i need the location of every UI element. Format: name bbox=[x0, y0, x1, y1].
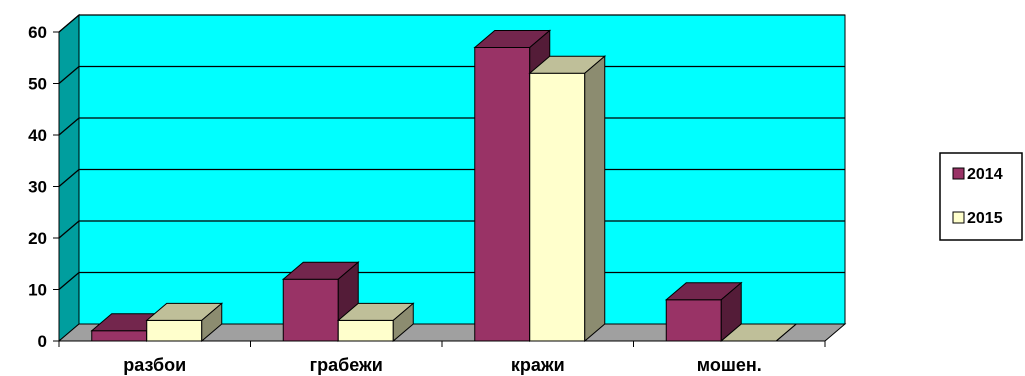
bars bbox=[90, 29, 798, 343]
bar-0-1 bbox=[145, 302, 224, 343]
y-tick-label-1: 10 bbox=[28, 281, 47, 300]
y-axis-ticks: 0 10 20 30 40 50 60 bbox=[28, 23, 47, 351]
legend-swatch-0 bbox=[952, 167, 965, 180]
y-tick-label-3: 30 bbox=[28, 178, 47, 197]
x-axis-categories: разбои грабежи кражи мошен. bbox=[123, 355, 761, 375]
y-tick-label-4: 40 bbox=[28, 126, 47, 145]
category-label-2: кражи bbox=[511, 355, 565, 375]
y-tick-label-2: 20 bbox=[28, 229, 47, 248]
bar-3-1 bbox=[719, 323, 798, 342]
legend: 2014 2015 bbox=[939, 152, 1023, 241]
bar-2-1 bbox=[528, 55, 607, 343]
gridline-6 bbox=[58, 14, 845, 33]
legend-label-1: 2015 bbox=[967, 210, 1003, 227]
bar-1-1 bbox=[336, 302, 415, 343]
y-tick-label-5: 50 bbox=[28, 75, 47, 94]
y-tick-label-6: 60 bbox=[28, 23, 47, 42]
legend-label-0: 2014 bbox=[967, 166, 1003, 183]
bar-3-0 bbox=[664, 281, 743, 343]
category-label-1: грабежи bbox=[310, 355, 383, 375]
category-label-3: мошен. bbox=[697, 355, 762, 375]
legend-swatch-1 bbox=[952, 211, 965, 224]
category-label-0: разбои bbox=[123, 355, 186, 375]
y-tick-label-0: 0 bbox=[38, 332, 47, 351]
